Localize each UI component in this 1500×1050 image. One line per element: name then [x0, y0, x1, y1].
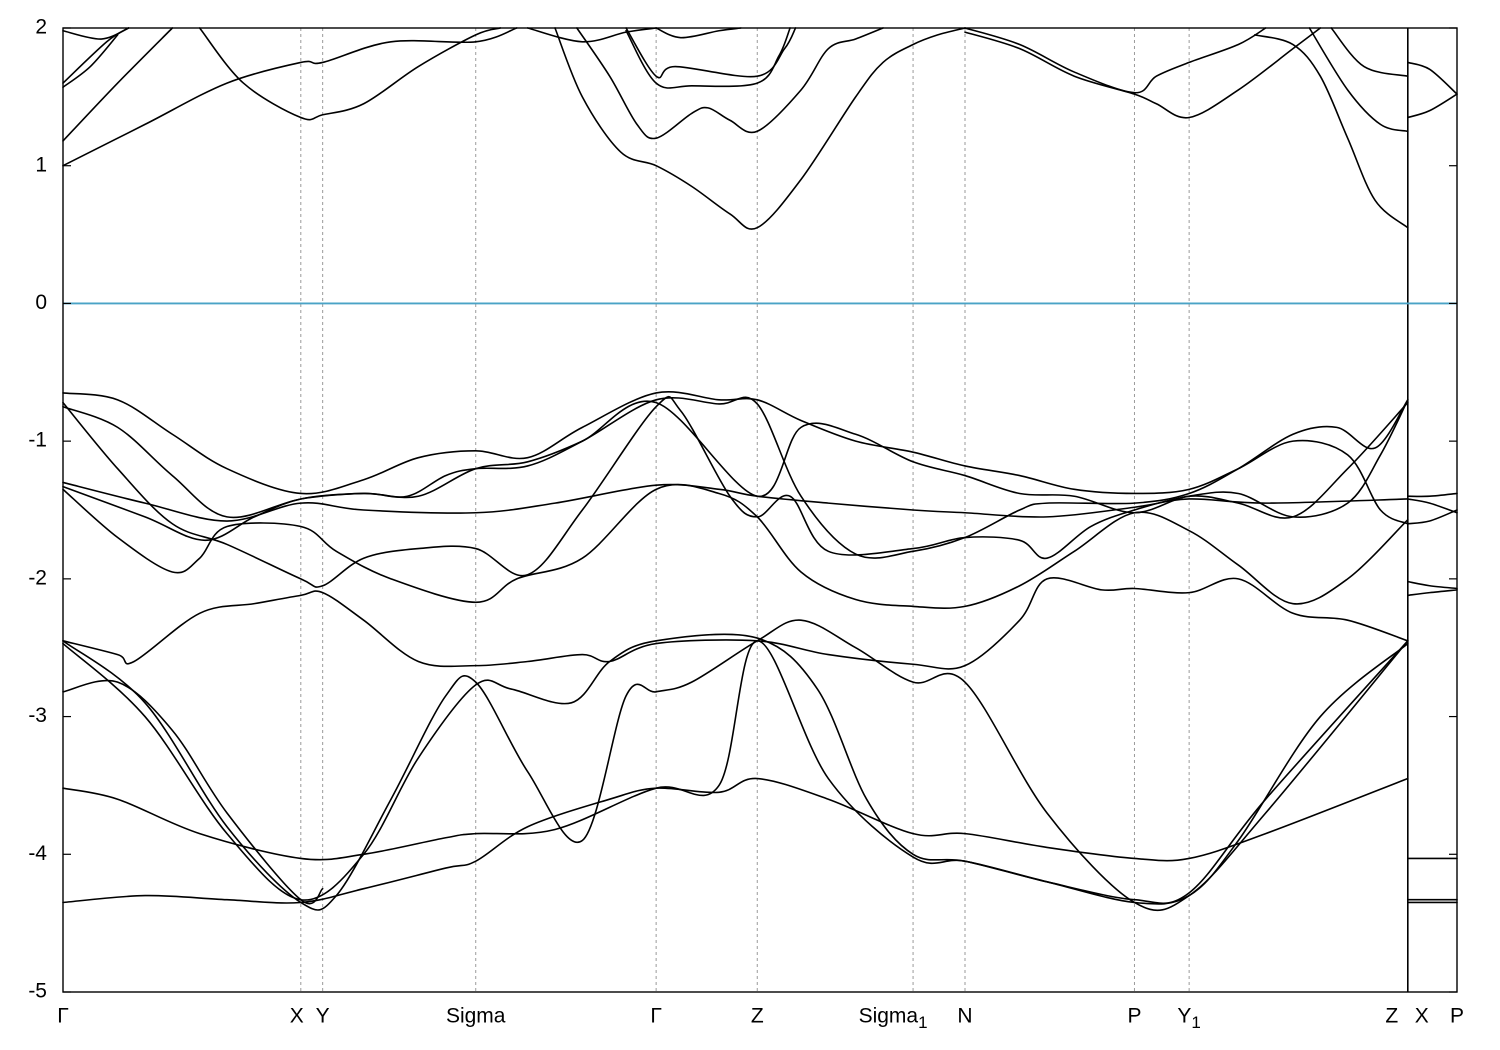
x-tick-label: N [957, 1004, 972, 1027]
y-tick-label: -1 [28, 429, 47, 452]
band-line [625, 27, 797, 79]
band-line [964, 27, 1267, 94]
x-tick-label: X [1415, 1004, 1429, 1027]
y-tick-label: -5 [28, 980, 47, 1003]
band-line [526, 27, 657, 43]
band-line [1407, 589, 1458, 597]
x-tick-label: Z [1385, 1004, 1398, 1027]
band-line [554, 27, 966, 230]
band-line [62, 619, 1409, 911]
plot-frame [62, 27, 1458, 993]
band-line [576, 27, 884, 140]
band-line [62, 27, 174, 142]
band-line [62, 679, 324, 905]
x-tick-label: Γ [650, 1004, 662, 1027]
band-line [62, 34, 119, 89]
band-line [62, 633, 1409, 905]
y-tick-label: -2 [28, 566, 47, 589]
band-line [62, 577, 1409, 670]
band-line [62, 27, 130, 40]
x-tick-label: Γ [57, 1004, 69, 1027]
band-line [62, 400, 1409, 542]
y-axis-ticks: 2 1 0 -1 -2 -3 -4 -5 [28, 16, 1457, 1003]
band-line [964, 27, 1322, 119]
band-line [655, 27, 742, 39]
x-tick-label: P [1127, 1004, 1141, 1027]
band-line [62, 396, 1409, 559]
band-line [1308, 27, 1409, 133]
y-tick-label: -3 [28, 704, 47, 727]
x-tick-label: Z [751, 1004, 764, 1027]
x-tick-label: P [1450, 1004, 1464, 1027]
x-tick-label: Sigma [446, 1004, 506, 1027]
x-tick-label: Sigma1 [859, 1004, 928, 1032]
band-line [62, 481, 1409, 522]
band-line [62, 27, 130, 84]
band-line [62, 777, 1409, 904]
band-line [1407, 492, 1458, 498]
x-axis-ticks: Γ X Y Sigma Γ Z Sigma1 N P Y1 Z X P [57, 1004, 1464, 1032]
y-tick-label: -4 [28, 842, 47, 865]
band-line [62, 391, 1409, 525]
band-line [62, 640, 1409, 905]
x-tick-label: Y1 [1177, 1004, 1200, 1032]
y-tick-label: 0 [35, 291, 47, 314]
band-lines [62, 27, 1458, 911]
kpoint-grid-lines [300, 28, 1409, 992]
band-line [1407, 580, 1458, 590]
band-line [1407, 61, 1458, 95]
band-line [1407, 93, 1458, 119]
y-tick-label: 1 [35, 153, 47, 176]
x-tick-label: X [290, 1004, 304, 1027]
y-tick-label: 2 [35, 16, 47, 39]
band-line [1407, 498, 1458, 514]
band-line [1407, 509, 1458, 525]
x-tick-label: Y [316, 1004, 330, 1027]
band-line [625, 27, 791, 89]
band-line [1330, 27, 1409, 77]
band-line [198, 27, 502, 121]
band-line [1253, 34, 1409, 229]
